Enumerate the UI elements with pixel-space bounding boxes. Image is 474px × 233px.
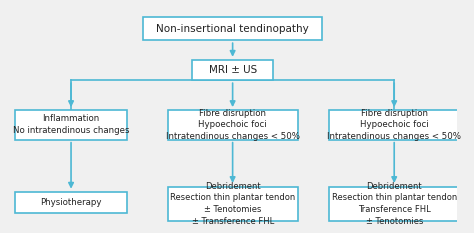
Text: Non-insertional tendinopathy: Non-insertional tendinopathy bbox=[156, 24, 309, 34]
Text: Physiotherapy: Physiotherapy bbox=[40, 198, 102, 207]
Text: Debridement
Resection thin plantar tendon
± Tenotomies
± Transference FHL: Debridement Resection thin plantar tendo… bbox=[170, 182, 295, 226]
FancyBboxPatch shape bbox=[192, 60, 273, 80]
Text: MRI ± US: MRI ± US bbox=[209, 65, 257, 75]
Text: Debridement
Resection thin plantar tendon
Transference FHL
± Tenotomies: Debridement Resection thin plantar tendo… bbox=[332, 182, 457, 226]
FancyBboxPatch shape bbox=[329, 187, 459, 221]
FancyBboxPatch shape bbox=[143, 17, 322, 40]
Text: Inflammation
No intratendinous changes: Inflammation No intratendinous changes bbox=[13, 114, 129, 135]
FancyBboxPatch shape bbox=[15, 110, 127, 140]
Text: Fibre disruption
Hypoechoic foci
Intratendinous changes < 50%: Fibre disruption Hypoechoic foci Intrate… bbox=[327, 109, 461, 141]
FancyBboxPatch shape bbox=[329, 110, 459, 140]
FancyBboxPatch shape bbox=[15, 192, 127, 213]
FancyBboxPatch shape bbox=[167, 110, 298, 140]
Text: Fibre disruption
Hypoechoic foci
Intratendinous changes < 50%: Fibre disruption Hypoechoic foci Intrate… bbox=[165, 109, 300, 141]
FancyBboxPatch shape bbox=[167, 187, 298, 221]
